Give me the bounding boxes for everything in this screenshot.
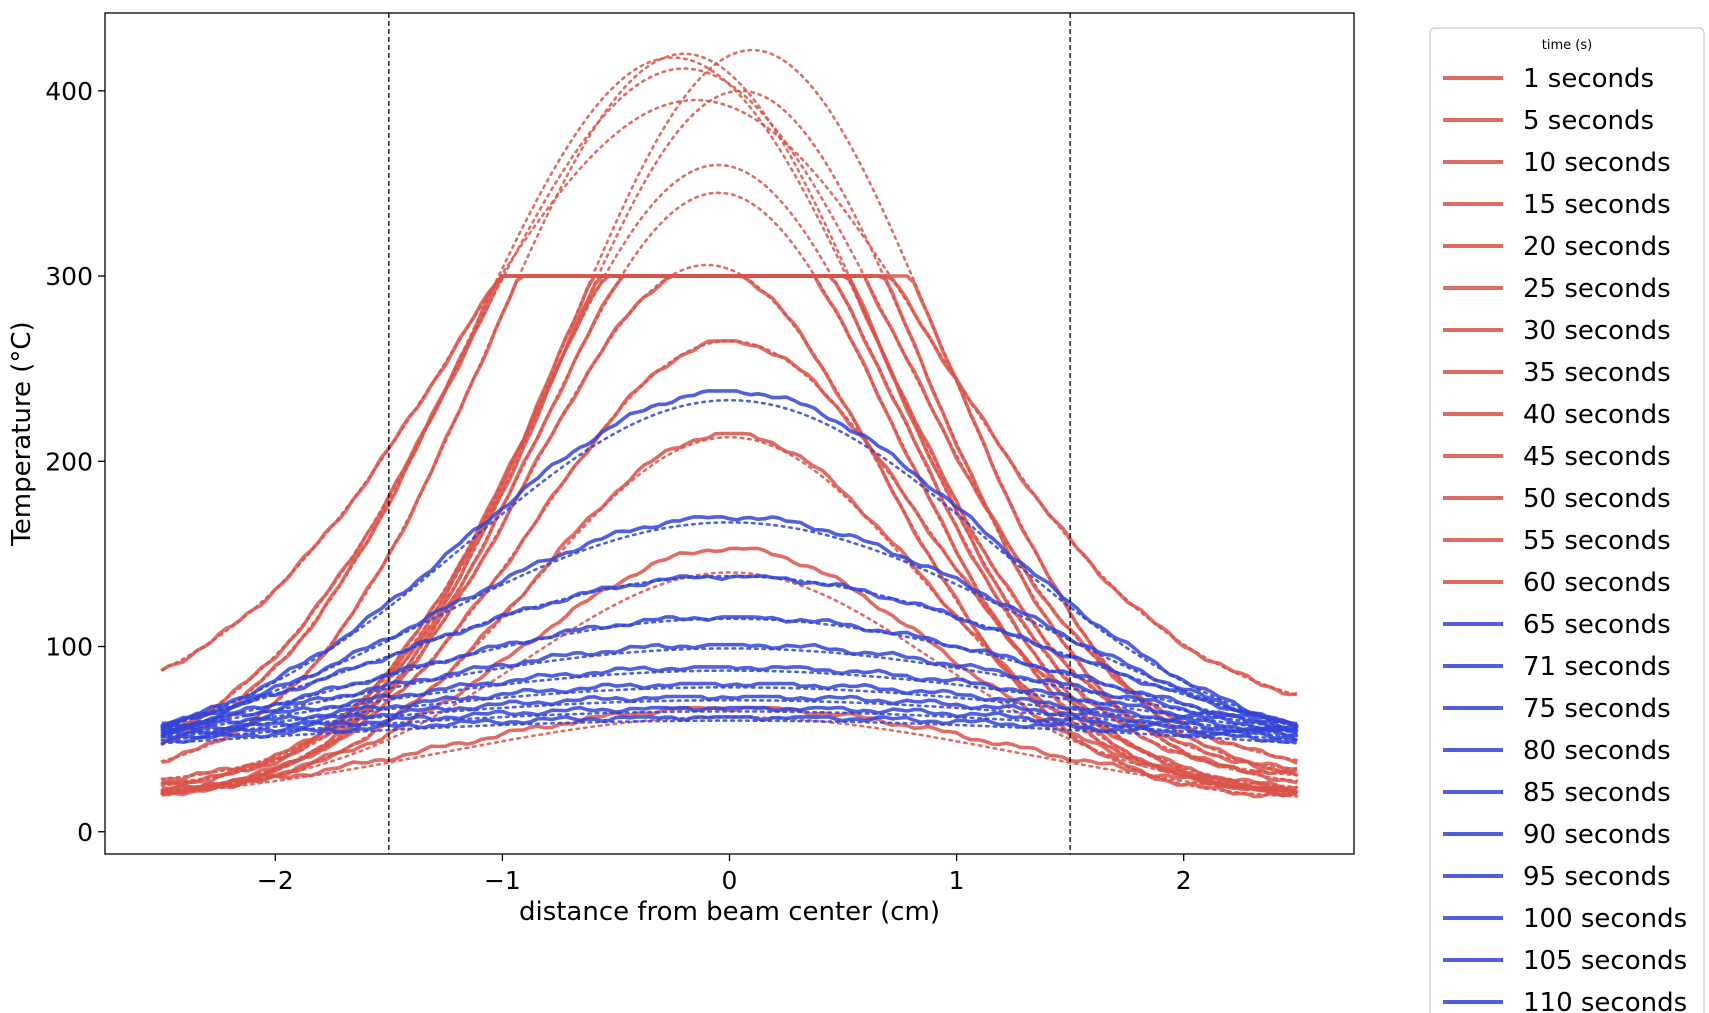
fit-line: [160, 398, 1299, 729]
y-tick-label: 400: [45, 77, 93, 106]
reference-lines: [388, 13, 1071, 854]
legend-entry-label: 15 seconds: [1523, 190, 1671, 220]
legend-entry-label: 1 seconds: [1523, 64, 1654, 94]
series-line: [160, 274, 1298, 697]
series-line: [161, 574, 1299, 730]
series-layer: [160, 48, 1299, 799]
fit-line: [160, 698, 1299, 739]
x-axis-label: distance from beam center (cm): [519, 897, 940, 927]
legend-entry-label: 85 seconds: [1523, 778, 1671, 808]
legend-entry-label: 30 seconds: [1523, 316, 1671, 346]
series-line: [161, 431, 1298, 798]
legend-entry-label: 20 seconds: [1523, 232, 1671, 262]
fit-line: [160, 686, 1299, 737]
legend-entry-label: 5 seconds: [1523, 106, 1654, 136]
fit-line: [160, 191, 1299, 794]
y-axis: 0 100 200 300 400: [45, 77, 105, 847]
series-line: [161, 681, 1298, 736]
x-axis: −2 −1 0 1 2: [257, 854, 1192, 895]
series-line: [161, 389, 1298, 730]
x-tick-label: −1: [484, 866, 521, 895]
legend: time (s) 1 seconds 5 seconds 10 seconds 15 …: [1429, 27, 1705, 1013]
fit-line: [160, 521, 1299, 729]
legend-entry-label: 95 seconds: [1523, 862, 1671, 892]
series-line: [161, 705, 1298, 743]
series-line: [161, 665, 1298, 736]
fit-line: [160, 67, 1299, 762]
legend-entry-label: 65 seconds: [1523, 610, 1671, 640]
series-line: [160, 515, 1298, 730]
legend-entry-label: 10 seconds: [1523, 148, 1671, 178]
x-tick-label: 0: [722, 866, 738, 895]
y-tick-label: 100: [45, 633, 93, 662]
legend-entry-label: 110 seconds: [1523, 988, 1687, 1013]
x-tick-label: 1: [949, 866, 965, 895]
x-tick-label: 2: [1176, 866, 1192, 895]
legend-entry-label: 60 seconds: [1523, 568, 1671, 598]
legend-entry-label: 100 seconds: [1523, 904, 1687, 934]
legend-entry-label: 80 seconds: [1523, 736, 1671, 766]
legend-entry-label: 55 seconds: [1523, 526, 1671, 556]
legend-entry-label: 71 seconds: [1523, 652, 1671, 682]
legend-entry-label: 90 seconds: [1523, 820, 1671, 850]
legend-entry-label: 45 seconds: [1523, 442, 1671, 472]
x-tick-label: −2: [257, 866, 294, 895]
series-line: [161, 694, 1298, 738]
legend-entry-label: 40 seconds: [1523, 400, 1671, 430]
y-tick-label: 300: [45, 262, 93, 291]
series-line: [161, 615, 1298, 732]
legend-entry-label: 75 seconds: [1523, 694, 1671, 724]
legend-entry-label: 105 seconds: [1523, 946, 1687, 976]
y-tick-label: 200: [45, 447, 93, 476]
series-line: [161, 705, 1298, 795]
legend-title: time (s): [1542, 38, 1592, 53]
series-line: [161, 546, 1298, 795]
legend-entry-label: 35 seconds: [1523, 358, 1671, 388]
legend-entry-label: 50 seconds: [1523, 484, 1671, 514]
legend-box: [1429, 27, 1705, 1013]
legend-entries: 1 seconds 5 seconds 10 seconds 15 seconds 20…: [1443, 64, 1687, 1013]
series-line: [161, 715, 1298, 745]
y-tick-label: 0: [77, 818, 93, 847]
legend-entry-label: 25 seconds: [1523, 274, 1671, 304]
y-axis-label: Temperature (°C): [7, 321, 37, 546]
fit-line: [160, 98, 1299, 697]
series-line: [161, 642, 1298, 732]
